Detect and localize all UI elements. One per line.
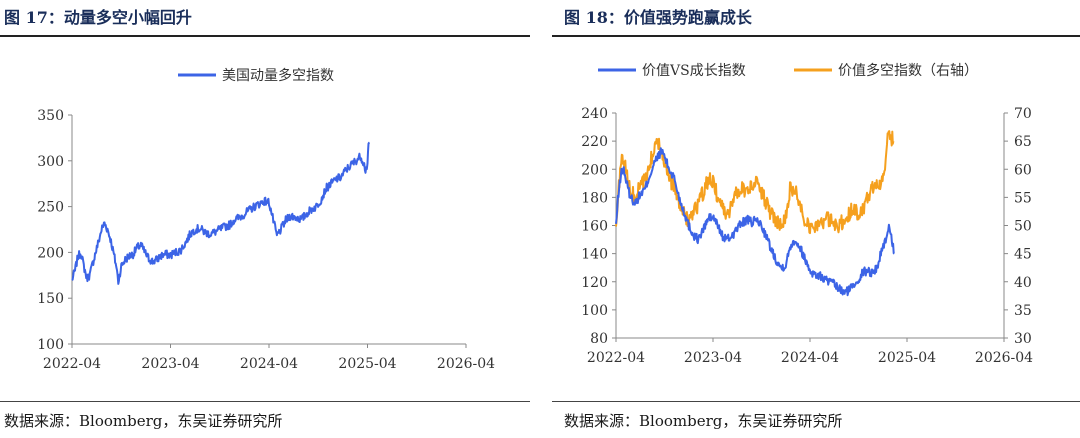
series-line-momentum — [71, 141, 371, 285]
y-tick-label-left: 120 — [581, 275, 608, 291]
y-tick-label-left: 240 — [581, 106, 608, 122]
y-tick-label-left: 80 — [590, 331, 608, 347]
y-tick-label: 250 — [37, 200, 64, 216]
y-tick-label: 350 — [37, 108, 64, 124]
y-tick-label-right: 50 — [1014, 219, 1032, 235]
y-tick-label: 150 — [37, 291, 64, 307]
legend-label-value-long-short: 价值多空指数（右轴） — [838, 62, 978, 79]
x-tick-label: 2026-04 — [975, 350, 1033, 366]
x-tick-label: 2024-04 — [240, 356, 298, 372]
right-title-rule — [552, 35, 1080, 37]
left-figure: 图 17：动量多空小幅回升 美国动量多空指数 100 150 200 250 300 350… — [0, 0, 532, 438]
series-line-value-vs-growth — [615, 147, 895, 297]
y-tick-label: 200 — [37, 245, 64, 261]
y-tick-label-right: 45 — [1014, 247, 1032, 263]
y-tick-label-left: 100 — [581, 303, 608, 319]
left-chart: 美国动量多空指数 100 150 200 250 300 350 2022-04 2023-04… — [37, 67, 495, 372]
x-tick-label: 2025-04 — [878, 350, 936, 366]
legend-label-value-vs-growth: 价值VS成长指数 — [642, 63, 746, 79]
right-source-rule — [552, 401, 1080, 402]
left-figure-title: 图 17：动量多空小幅回升 — [4, 8, 192, 27]
y-tick-label-left: 140 — [581, 247, 608, 263]
y-tick-label: 300 — [37, 154, 64, 170]
x-tick-label: 2026-04 — [437, 356, 495, 372]
y-tick-label-right: 30 — [1014, 331, 1032, 347]
y-tick-label-right: 60 — [1014, 162, 1032, 178]
y-tick-label-right: 70 — [1014, 106, 1032, 122]
x-tick-label: 2024-04 — [781, 350, 839, 366]
x-tick-label: 2025-04 — [338, 356, 396, 372]
x-tick-label: 2022-04 — [587, 350, 645, 366]
y-tick-label-left: 160 — [581, 219, 608, 235]
y-tick-label-right: 65 — [1014, 134, 1032, 150]
x-tick-label: 2023-04 — [141, 356, 199, 372]
left-source-rule — [0, 401, 530, 402]
y-tick-label: 100 — [37, 337, 64, 353]
left-source-note: 数据来源：Bloomberg，东吴证券研究所 — [4, 412, 283, 430]
y-tick-label-right: 35 — [1014, 303, 1032, 319]
right-source-note: 数据来源：Bloomberg，东吴证券研究所 — [564, 412, 843, 430]
x-tick-label: 2022-04 — [43, 356, 101, 372]
x-tick-label: 2023-04 — [684, 350, 742, 366]
legend-label-momentum: 美国动量多空指数 — [222, 67, 334, 84]
right-figure-title: 图 18：价值强势跑赢成长 — [564, 8, 752, 27]
left-title-rule — [0, 35, 530, 37]
y-tick-label-left: 180 — [581, 190, 608, 206]
y-tick-label-left: 200 — [581, 162, 608, 178]
y-tick-label-left: 220 — [581, 134, 608, 150]
right-chart: 价值VS成长指数 价值多空指数（右轴） 80 100 120 140 160 180 200 22… — [581, 62, 1033, 366]
right-figure: 图 18：价值强势跑赢成长 价值VS成长指数 价值多空指数（右轴） 80 100 120… — [548, 0, 1080, 438]
y-tick-label-right: 40 — [1014, 275, 1032, 291]
y-tick-label-right: 55 — [1014, 190, 1032, 206]
